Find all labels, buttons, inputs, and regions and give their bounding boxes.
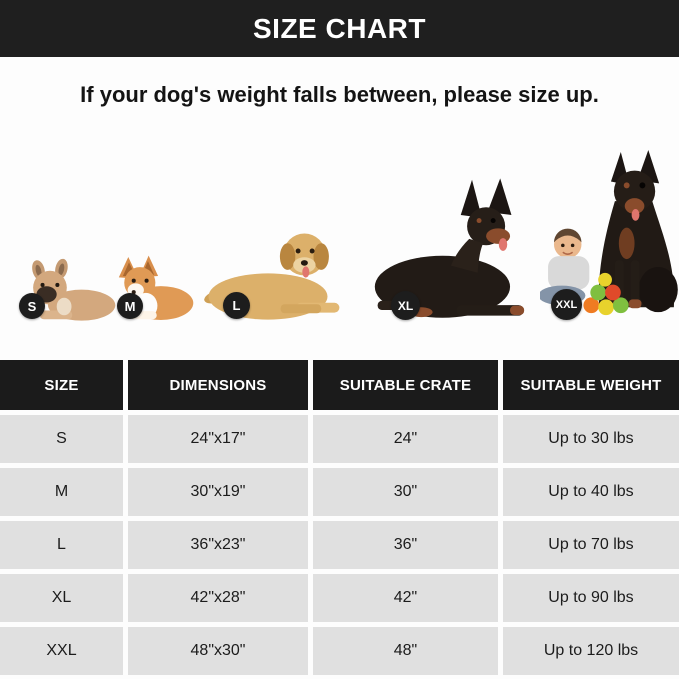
cell-crate-xl: 42" (313, 574, 498, 622)
size-badge-l: L (223, 292, 250, 319)
cell-size-s: S (0, 415, 123, 463)
cell-dimensions-l: 36"x23" (128, 521, 308, 569)
title-banner: SIZE CHART (0, 0, 679, 57)
size-badge-m: M (117, 293, 143, 319)
cell-weight-m: Up to 40 lbs (503, 468, 679, 516)
cell-dimensions-xxl: 48"x30" (128, 627, 308, 675)
page-title: SIZE CHART (253, 12, 426, 44)
cell-weight-s: Up to 30 lbs (503, 415, 679, 463)
cell-dimensions-m: 30"x19" (128, 468, 308, 516)
cell-size-xxl: XXL (0, 627, 123, 675)
column-header-size: SIZE (0, 360, 123, 410)
size-badge-xl: XL (391, 291, 420, 320)
cell-crate-xxl: 48" (313, 627, 498, 675)
cell-dimensions-s: 24"x17" (128, 415, 308, 463)
cell-size-xl: XL (0, 574, 123, 622)
cell-weight-l: Up to 70 lbs (503, 521, 679, 569)
size-badge-s: S (19, 293, 45, 319)
cell-crate-m: 30" (313, 468, 498, 516)
cell-crate-l: 36" (313, 521, 498, 569)
cell-size-l: L (0, 521, 123, 569)
column-header-suitable-crate: SUITABLE CRATE (313, 360, 498, 410)
cell-crate-s: 24" (313, 415, 498, 463)
column-header-suitable-weight: SUITABLE WEIGHT (503, 360, 679, 410)
cell-dimensions-xl: 42"x28" (128, 574, 308, 622)
cell-size-m: M (0, 468, 123, 516)
cell-weight-xl: Up to 90 lbs (503, 574, 679, 622)
size-badge-xxl: XXL (551, 289, 582, 320)
sizing-advice-text: If your dog's weight falls between, plea… (80, 82, 599, 107)
column-header-dimensions: DIMENSIONS (128, 360, 308, 410)
cell-weight-xxl: Up to 120 lbs (503, 627, 679, 675)
size-table: SIZE DIMENSIONS SUITABLE CRATE SUITABLE … (0, 360, 679, 675)
dog-image-golden-retriever-l (198, 223, 345, 321)
dog-size-illustrations: S M L XL XXL (0, 130, 679, 355)
